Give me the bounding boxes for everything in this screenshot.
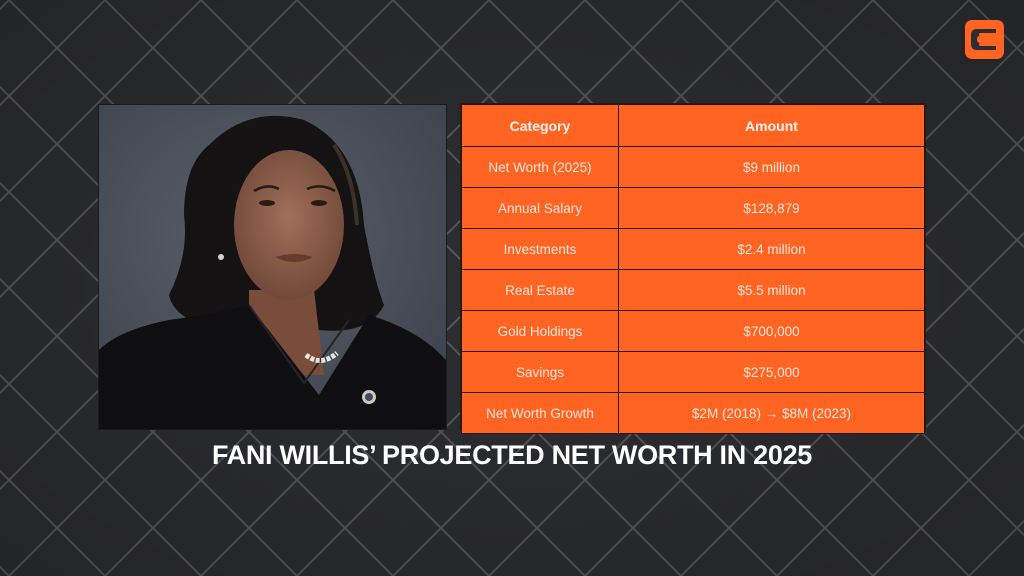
amount-cell: $2M (2018) → $8M (2023)	[618, 392, 925, 434]
category-cell: Net Worth Growth	[461, 392, 619, 434]
category-cell: Real Estate	[461, 269, 619, 311]
column-header-amount: Amount	[618, 104, 925, 147]
category-cell: Net Worth (2025)	[461, 146, 619, 188]
category-cell: Investments	[461, 228, 619, 270]
table-row: Investments $2.4 million	[461, 228, 925, 270]
table-header-row: Category Amount	[461, 104, 925, 147]
category-cell: Annual Salary	[461, 187, 619, 229]
category-cell: Savings	[461, 351, 619, 393]
net-worth-table: Category Amount Net Worth (2025) $9 mill…	[461, 104, 925, 434]
amount-cell: $128,879	[618, 187, 925, 229]
amount-cell: $275,000	[618, 351, 925, 393]
table-row: Gold Holdings $700,000	[461, 310, 925, 352]
portrait-photo	[99, 105, 446, 429]
table-row: Annual Salary $128,879	[461, 187, 925, 229]
category-cell: Gold Holdings	[461, 310, 619, 352]
table-row: Savings $275,000	[461, 351, 925, 393]
column-header-category: Category	[461, 104, 619, 147]
net-worth-table-grid: Category Amount Net Worth (2025) $9 mill…	[461, 104, 925, 434]
brand-logo[interactable]	[965, 20, 1004, 59]
page-title: FANI WILLIS’ PROJECTED NET WORTH IN 2025	[211, 440, 813, 470]
brand-c-logo-icon	[965, 20, 1004, 59]
table-row: Real Estate $5.5 million	[461, 269, 925, 311]
portrait-image	[99, 105, 446, 429]
table-row: Net Worth Growth $2M (2018) → $8M (2023)	[461, 392, 925, 434]
amount-cell: $9 million	[618, 146, 925, 188]
amount-cell: $5.5 million	[618, 269, 925, 311]
amount-cell: $2.4 million	[618, 228, 925, 270]
table-row: Net Worth (2025) $9 million	[461, 146, 925, 188]
amount-cell: $700,000	[618, 310, 925, 352]
